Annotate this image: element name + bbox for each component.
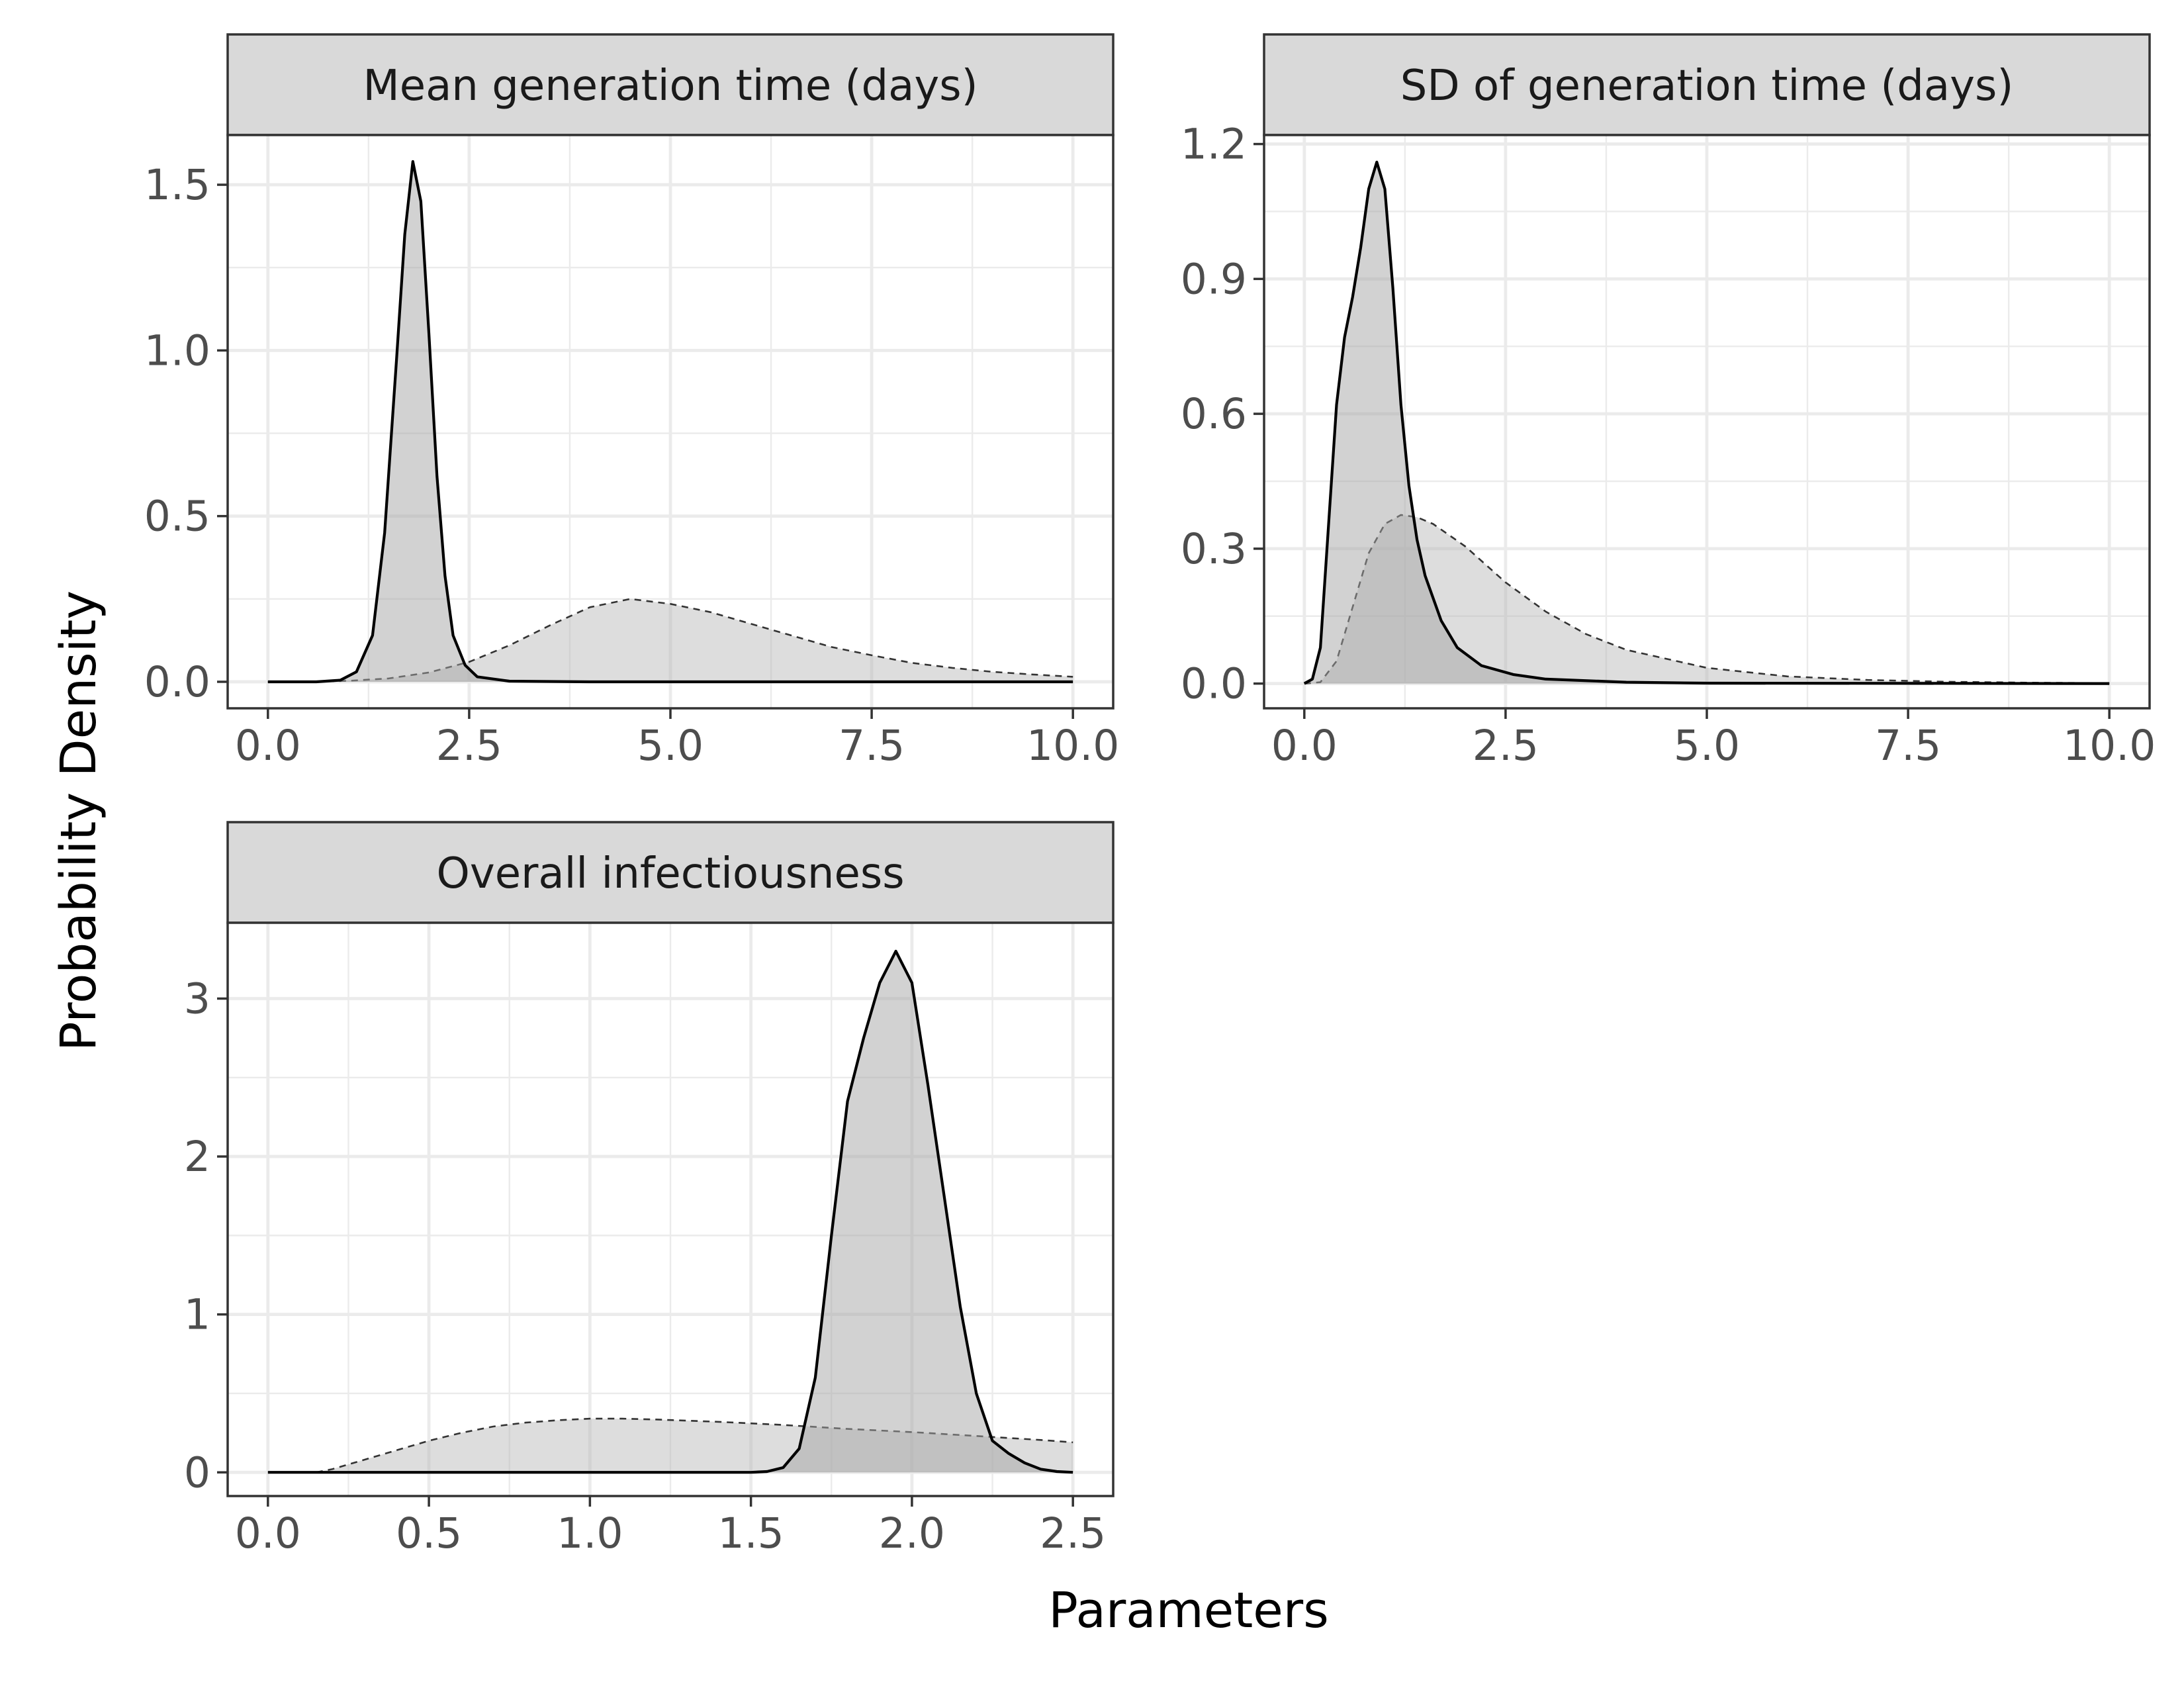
y-tick-label: 0.5 — [144, 492, 210, 541]
y-tick-label: 1.2 — [1181, 120, 1247, 169]
prior-density-area — [267, 598, 1073, 682]
density-layer — [267, 160, 1073, 684]
facet-strip — [226, 33, 1115, 136]
y-tick-label: 0.9 — [1181, 255, 1247, 303]
facet-panel: Mean generation time (days) 0.0 2.5 5.0 7.5 1… — [144, 33, 1119, 770]
x-tick-label: 0.0 — [1271, 722, 1338, 770]
y-tick-label: 1.5 — [144, 161, 210, 209]
x-tick-label: 0.0 — [235, 722, 301, 770]
y-tick-label: 1 — [184, 1291, 210, 1339]
x-tick-label: 7.5 — [1875, 722, 1941, 770]
density-layer — [1303, 160, 2110, 685]
y-axis-title: Probability Density — [50, 590, 107, 1051]
x-tick-label: 1.0 — [557, 1509, 623, 1558]
y-tick-label: 0.3 — [1181, 525, 1247, 573]
posterior-density-line — [267, 160, 1073, 684]
gridlines — [228, 923, 1113, 1496]
x-tick-label: 5.0 — [637, 722, 704, 770]
prior-density-area — [1304, 514, 2110, 684]
posterior-density-area — [267, 162, 1073, 682]
y-tick-label: 2 — [184, 1133, 210, 1181]
panel-border — [226, 921, 1115, 1497]
x-tick-label: 5.0 — [1674, 722, 1740, 770]
facet-strip-label: Mean generation time (days) — [363, 62, 978, 111]
x-tick-label: 10.0 — [2063, 722, 2156, 770]
x-tick-label: 0.0 — [235, 1509, 301, 1558]
y-tick-label: 0.6 — [1181, 390, 1247, 438]
x-tick-label: 0.5 — [396, 1509, 462, 1558]
y-tick-label: 3 — [184, 975, 210, 1023]
x-tick-label: 2.5 — [436, 722, 502, 770]
x-tick-label: 1.5 — [718, 1509, 784, 1558]
facet-panel: Overall infectiousness 0.0 0.5 1.0 1.5 2.0 2.5… — [184, 821, 1115, 1558]
facet-strip-label: Overall infectiousness — [436, 849, 904, 898]
x-tick-label: 10.0 — [1026, 722, 1119, 770]
x-tick-label: 2.0 — [879, 1509, 945, 1558]
posterior-density-line — [1303, 160, 2110, 685]
facet-strip-label: SD of generation time (days) — [1400, 62, 2014, 111]
x-tick-label: 2.5 — [1473, 722, 1539, 770]
facet-panels: Mean generation time (days) 0.0 2.5 5.0 7.5 1… — [144, 33, 2156, 1558]
prior-density-line — [316, 1417, 1073, 1474]
y-tick-label: 1.0 — [144, 326, 210, 375]
prior-density-line — [1304, 514, 2110, 684]
facet-strip — [226, 821, 1115, 924]
posterior-density-area — [267, 951, 1073, 1473]
y-tick-label: 0 — [184, 1448, 210, 1497]
x-axis-title: Parameters — [1048, 1582, 1329, 1639]
y-tick-label: 0.0 — [144, 658, 210, 706]
density-layer — [267, 949, 1073, 1474]
y-tick-label: 0.0 — [1181, 660, 1247, 708]
x-tick-label: 2.5 — [1040, 1509, 1106, 1558]
x-tick-label: 7.5 — [839, 722, 905, 770]
posterior-density-area — [1304, 162, 2110, 684]
facet-panel: SD of generation time (days) 0.0 2.5 5.0 7.5… — [1181, 33, 2156, 770]
posterior-density-line — [267, 949, 1073, 1474]
